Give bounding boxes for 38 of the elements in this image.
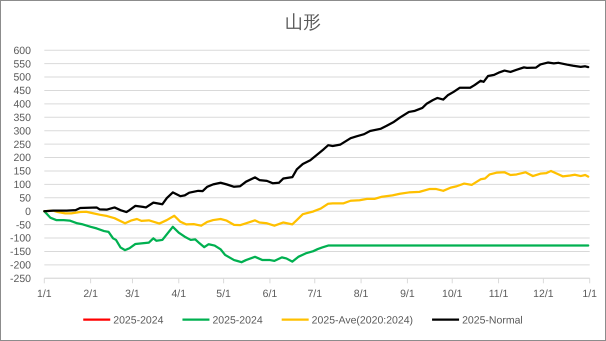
y-tick-label: 450 [13, 85, 32, 98]
y-tick-label: 50 [19, 192, 32, 204]
x-tick-label: 8/1 [354, 288, 369, 300]
y-tick-label: 250 [13, 138, 32, 151]
y-tick-label: -200 [10, 260, 32, 272]
legend-label: 2025-Normal [462, 314, 523, 326]
line-series [43, 61, 590, 214]
x-tick-label: 4/1 [171, 288, 186, 300]
line-series [43, 210, 590, 264]
x-tick-label: 2/1 [83, 288, 98, 300]
y-tick-label: -150 [10, 246, 32, 258]
y-tick-label: 500 [13, 72, 32, 84]
x-tick-label: 7/1 [307, 288, 322, 300]
x-tick-label: 5/1 [216, 288, 232, 300]
y-tick-label: 150 [13, 166, 32, 178]
y-tick-label: 550 [13, 58, 32, 70]
legend-label: 2025-2024 [212, 314, 263, 326]
chart-title: 山形 [285, 12, 321, 32]
legend-label: 2025-2024 [113, 314, 164, 326]
y-tick-label: 400 [13, 98, 32, 111]
x-tick-label: 6/1 [262, 288, 278, 300]
y-tick-label: 300 [13, 125, 32, 138]
y-tick-label: 600 [13, 44, 32, 57]
legend-label: 2025-Ave(2020:2024) [312, 314, 414, 326]
x-tick-label: 11/1 [488, 288, 509, 300]
x-tick-label: 12/1 [533, 288, 554, 300]
y-tick-label: 350 [13, 112, 32, 124]
y-tick-label: -100 [10, 232, 32, 245]
y-tick-label: 200 [13, 152, 32, 164]
y-tick-label: -250 [10, 273, 32, 285]
x-tick-label: 9/1 [400, 288, 415, 300]
x-tick-label: 1/1 [582, 288, 598, 300]
y-tick-label: 0 [25, 206, 32, 218]
y-tick-label: -50 [16, 219, 32, 232]
x-tick-label: 3/1 [125, 288, 140, 300]
x-tick-label: 1/1 [36, 288, 52, 300]
y-tick-label: 100 [13, 179, 32, 192]
x-tick-label: 10/1 [442, 288, 463, 300]
